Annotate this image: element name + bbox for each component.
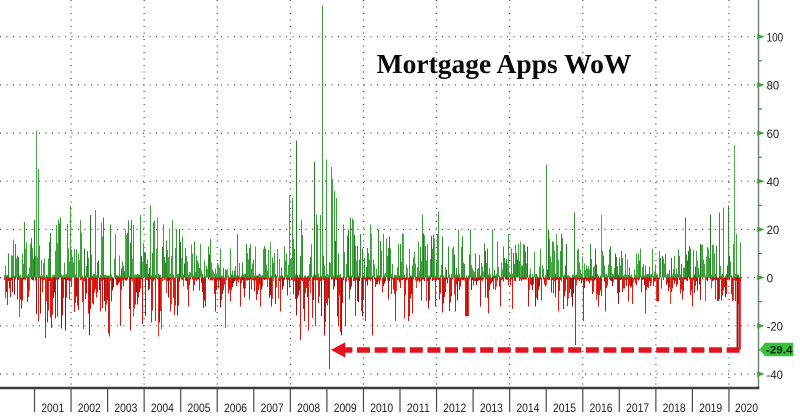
svg-text:2006: 2006: [224, 401, 247, 415]
svg-text:20: 20: [767, 223, 780, 237]
svg-text:80: 80: [767, 79, 780, 93]
svg-text:2013: 2013: [480, 401, 503, 415]
svg-text:2009: 2009: [334, 401, 357, 415]
svg-text:2011: 2011: [407, 401, 430, 415]
svg-text:Mortgage Apps WoW: Mortgage Apps WoW: [377, 48, 632, 79]
svg-text:-40: -40: [767, 368, 784, 382]
svg-text:2015: 2015: [553, 401, 576, 415]
svg-text:2008: 2008: [297, 401, 320, 415]
svg-text:100: 100: [767, 31, 784, 45]
svg-text:0: 0: [767, 271, 774, 285]
svg-text:2010: 2010: [370, 401, 393, 415]
svg-text:2003: 2003: [114, 401, 137, 415]
svg-text:2019: 2019: [699, 401, 722, 415]
svg-text:2020: 2020: [735, 401, 758, 415]
svg-text:2018: 2018: [663, 401, 686, 415]
svg-text:-29.4: -29.4: [766, 344, 793, 356]
svg-text:2001: 2001: [41, 401, 64, 415]
svg-text:2017: 2017: [626, 401, 649, 415]
svg-text:60: 60: [767, 127, 780, 141]
svg-text:40: 40: [767, 175, 780, 189]
svg-text:2012: 2012: [443, 401, 466, 415]
svg-text:2004: 2004: [151, 401, 174, 415]
svg-text:2007: 2007: [261, 401, 284, 415]
svg-text:2005: 2005: [188, 401, 211, 415]
svg-text:2016: 2016: [590, 401, 613, 415]
svg-text:-20: -20: [767, 320, 784, 334]
svg-text:2014: 2014: [516, 401, 539, 415]
svg-text:2002: 2002: [78, 401, 101, 415]
